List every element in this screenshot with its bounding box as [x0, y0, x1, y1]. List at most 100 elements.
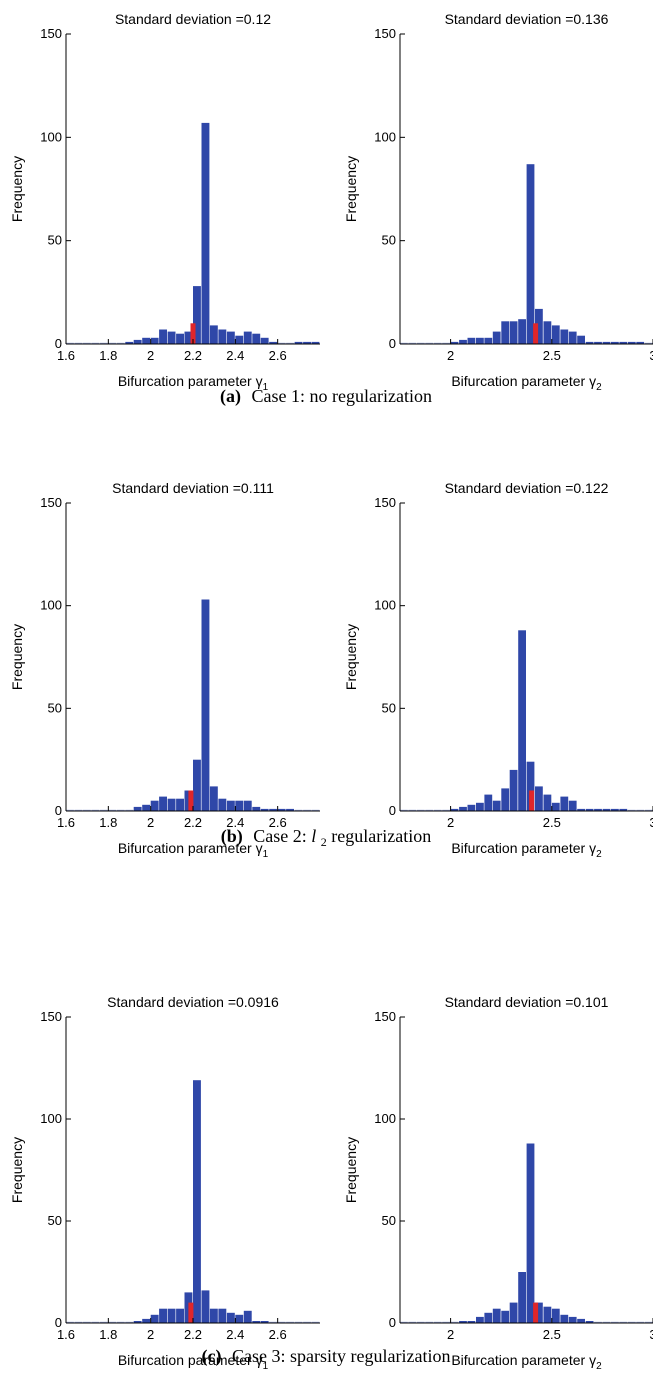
chart-3: 0 50 100 150 1.6 1.8 2 2.2 2.4 2.6 Standard deviat… [9, 480, 320, 860]
caption-a-tag: (a) [220, 386, 241, 407]
histogram-bar [303, 809, 311, 811]
histogram-bar [142, 804, 151, 811]
histogram-bar [408, 342, 417, 344]
y-tick-label: 150 [40, 495, 62, 510]
y-tick-label: 150 [374, 26, 396, 41]
histogram-bar [416, 809, 425, 811]
histogram-bar [543, 1306, 552, 1323]
histogram-bar [311, 341, 320, 344]
histogram-bar [492, 331, 501, 344]
y-tick-label: 150 [40, 1009, 62, 1024]
histogram-bar [644, 342, 653, 344]
histogram-bar [201, 1290, 210, 1323]
chart-1: 0 50 100 150 1.6 1.8 2 2.2 2.4 2.6 Standard deviat… [9, 11, 320, 393]
x-axis-label-main: Bifurcation parameter γ [451, 840, 596, 856]
histogram-bar [269, 1321, 278, 1323]
histogram-bar [400, 809, 408, 811]
histogram-bar [400, 1321, 408, 1323]
histogram-bar [193, 1080, 201, 1323]
x-tick-label: 2.5 [543, 1327, 561, 1342]
histogram-bar [568, 331, 577, 344]
histogram-bar [535, 308, 543, 344]
histogram-bar [501, 1310, 510, 1323]
histogram-bar [636, 341, 645, 344]
x-tick-label: 2 [447, 1327, 454, 1342]
chart-5: 0 50 100 150 1.6 1.8 2 2.2 2.4 2.6 Standard deviat… [9, 994, 320, 1372]
x-tick-label: 1.6 [57, 348, 75, 363]
histogram-bar [433, 809, 442, 811]
histogram-bar [277, 808, 286, 811]
chart-4: 0 50 100 150 2 2.5 3 Standard deviation =0.122 F… [343, 480, 653, 860]
histogram-bar [226, 800, 235, 811]
y-tick-label: 0 [55, 336, 62, 351]
x-tick-label: 2.4 [226, 1327, 244, 1342]
histogram-bar [585, 341, 594, 344]
y-tick-label: 50 [48, 700, 62, 715]
y-axis-label: Frequency [9, 1137, 25, 1203]
chart-title: Standard deviation =0.0916 [107, 994, 279, 1010]
x-tick-label: 2.6 [269, 348, 287, 363]
x-axis-label-main: Bifurcation parameter γ [118, 373, 263, 389]
x-axis-label-sub: 1 [263, 1361, 269, 1372]
histogram-bar [509, 1302, 518, 1323]
histogram-bar [594, 341, 602, 344]
histogram-bar [142, 1318, 151, 1323]
y-tick-label: 0 [55, 1315, 62, 1330]
histogram-bar [627, 341, 636, 344]
histogram-bar [476, 337, 484, 344]
histogram-bar [636, 809, 645, 811]
histogram-bar [619, 341, 628, 344]
x-axis-label-sub: 2 [596, 382, 602, 393]
histogram-bar [294, 1321, 303, 1323]
x-tick-label: 2.4 [226, 348, 244, 363]
histogram-bar [551, 802, 560, 811]
histogram-bar [442, 809, 450, 811]
histogram-bar [133, 806, 142, 811]
histogram-bar [408, 1321, 417, 1323]
y-tick-label: 0 [389, 336, 396, 351]
histogram-bar [535, 786, 543, 811]
y-tick-label: 150 [374, 1009, 396, 1024]
histogram-bar [450, 808, 459, 811]
y-tick-label: 100 [40, 1111, 62, 1126]
y-axis-label: Frequency [343, 1137, 359, 1203]
x-axis-label-sub: 1 [263, 382, 269, 393]
histogram-bar [484, 337, 493, 344]
histogram-bar [492, 1308, 501, 1323]
histogram-bar [99, 809, 108, 811]
histogram-bar [602, 1321, 611, 1323]
histogram-bar [644, 809, 653, 811]
histogram-bar [611, 808, 619, 811]
histogram-bar [74, 342, 83, 344]
true-value-marker [190, 323, 196, 344]
histogram-bar [311, 809, 320, 811]
histogram-bar [226, 331, 235, 344]
y-tick-label: 0 [389, 803, 396, 818]
histogram-bar [551, 1308, 560, 1323]
histogram-bar [484, 1312, 493, 1323]
chart-2: 0 50 100 150 2 2.5 3 Standard deviation =0.136 F… [343, 11, 653, 393]
x-axis-label-sub: 1 [263, 849, 269, 860]
histogram-bar [218, 329, 227, 344]
histogram-bar [142, 337, 151, 344]
histogram-bar [277, 342, 286, 344]
y-tick-label: 100 [374, 1111, 396, 1126]
histogram-bar [568, 1316, 577, 1323]
histogram-bar [303, 341, 311, 344]
caption-b-math: l [311, 826, 316, 846]
histogram-bar [235, 800, 244, 811]
x-axis-label-main: Bifurcation parameter γ [451, 1352, 596, 1368]
caption-b-text: Case 2: [253, 826, 311, 846]
x-tick-label: 3 [649, 348, 653, 363]
x-axis-label: Bifurcation parameter γ2 [451, 1352, 602, 1372]
histogram-bar [585, 1321, 594, 1323]
histogram-bar [518, 630, 526, 811]
histogram-bar [209, 325, 218, 344]
histogram-bar [467, 337, 476, 344]
histogram-bar [526, 761, 535, 811]
histogram-bar [108, 1321, 117, 1323]
chart-title: Standard deviation =0.101 [445, 994, 609, 1010]
x-tick-label: 2.6 [269, 1327, 287, 1342]
histogram-bar [425, 342, 434, 344]
caption-b-sub: 2 [321, 835, 327, 849]
